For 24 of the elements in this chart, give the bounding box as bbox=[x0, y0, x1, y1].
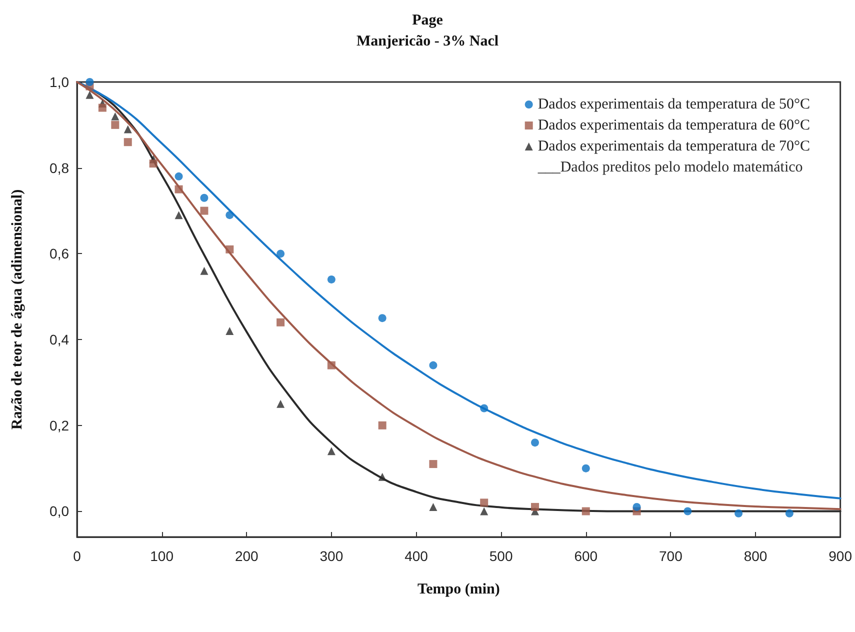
x-tick-label: 300 bbox=[320, 548, 344, 564]
x-tick-label: 600 bbox=[574, 548, 598, 564]
y-tick-label: 0,0 bbox=[50, 503, 70, 520]
legend-label: Dados experimentais da temperatura de 70°C bbox=[538, 138, 810, 154]
x-tick-label: 800 bbox=[744, 548, 768, 564]
x-tick-label: 100 bbox=[150, 548, 174, 564]
y-axis-title: Razão de teor de água (adimensional) bbox=[10, 189, 26, 430]
y-tick-label: 0,2 bbox=[50, 417, 70, 434]
y-tick-label: 0,4 bbox=[50, 332, 70, 348]
y-tick-label: 0,8 bbox=[50, 160, 70, 176]
x-tick-label: 400 bbox=[404, 548, 428, 564]
y-tick-label: 1,0 bbox=[50, 74, 70, 90]
y-tick-label: 0,6 bbox=[50, 246, 70, 262]
x-tick-label: 500 bbox=[489, 548, 513, 564]
text: ___Dados preditos pelo modelo matemático bbox=[536, 160, 803, 176]
legend-label: Dados experimentais da temperatura de 60°C bbox=[538, 118, 810, 134]
chart-subtitle: Manjericão - 3% Nacl bbox=[356, 34, 499, 50]
x-tick-label: 200 bbox=[234, 548, 259, 564]
x-tick-label: 900 bbox=[828, 548, 852, 564]
legend-label: Dados experimentais da temperatura de 50°C bbox=[538, 96, 810, 112]
chart-title: Page bbox=[412, 12, 444, 28]
x-tick-label: 700 bbox=[659, 548, 683, 564]
x-tick-label: 0 bbox=[73, 548, 82, 564]
x-axis-title: Tempo (min) bbox=[417, 582, 500, 598]
